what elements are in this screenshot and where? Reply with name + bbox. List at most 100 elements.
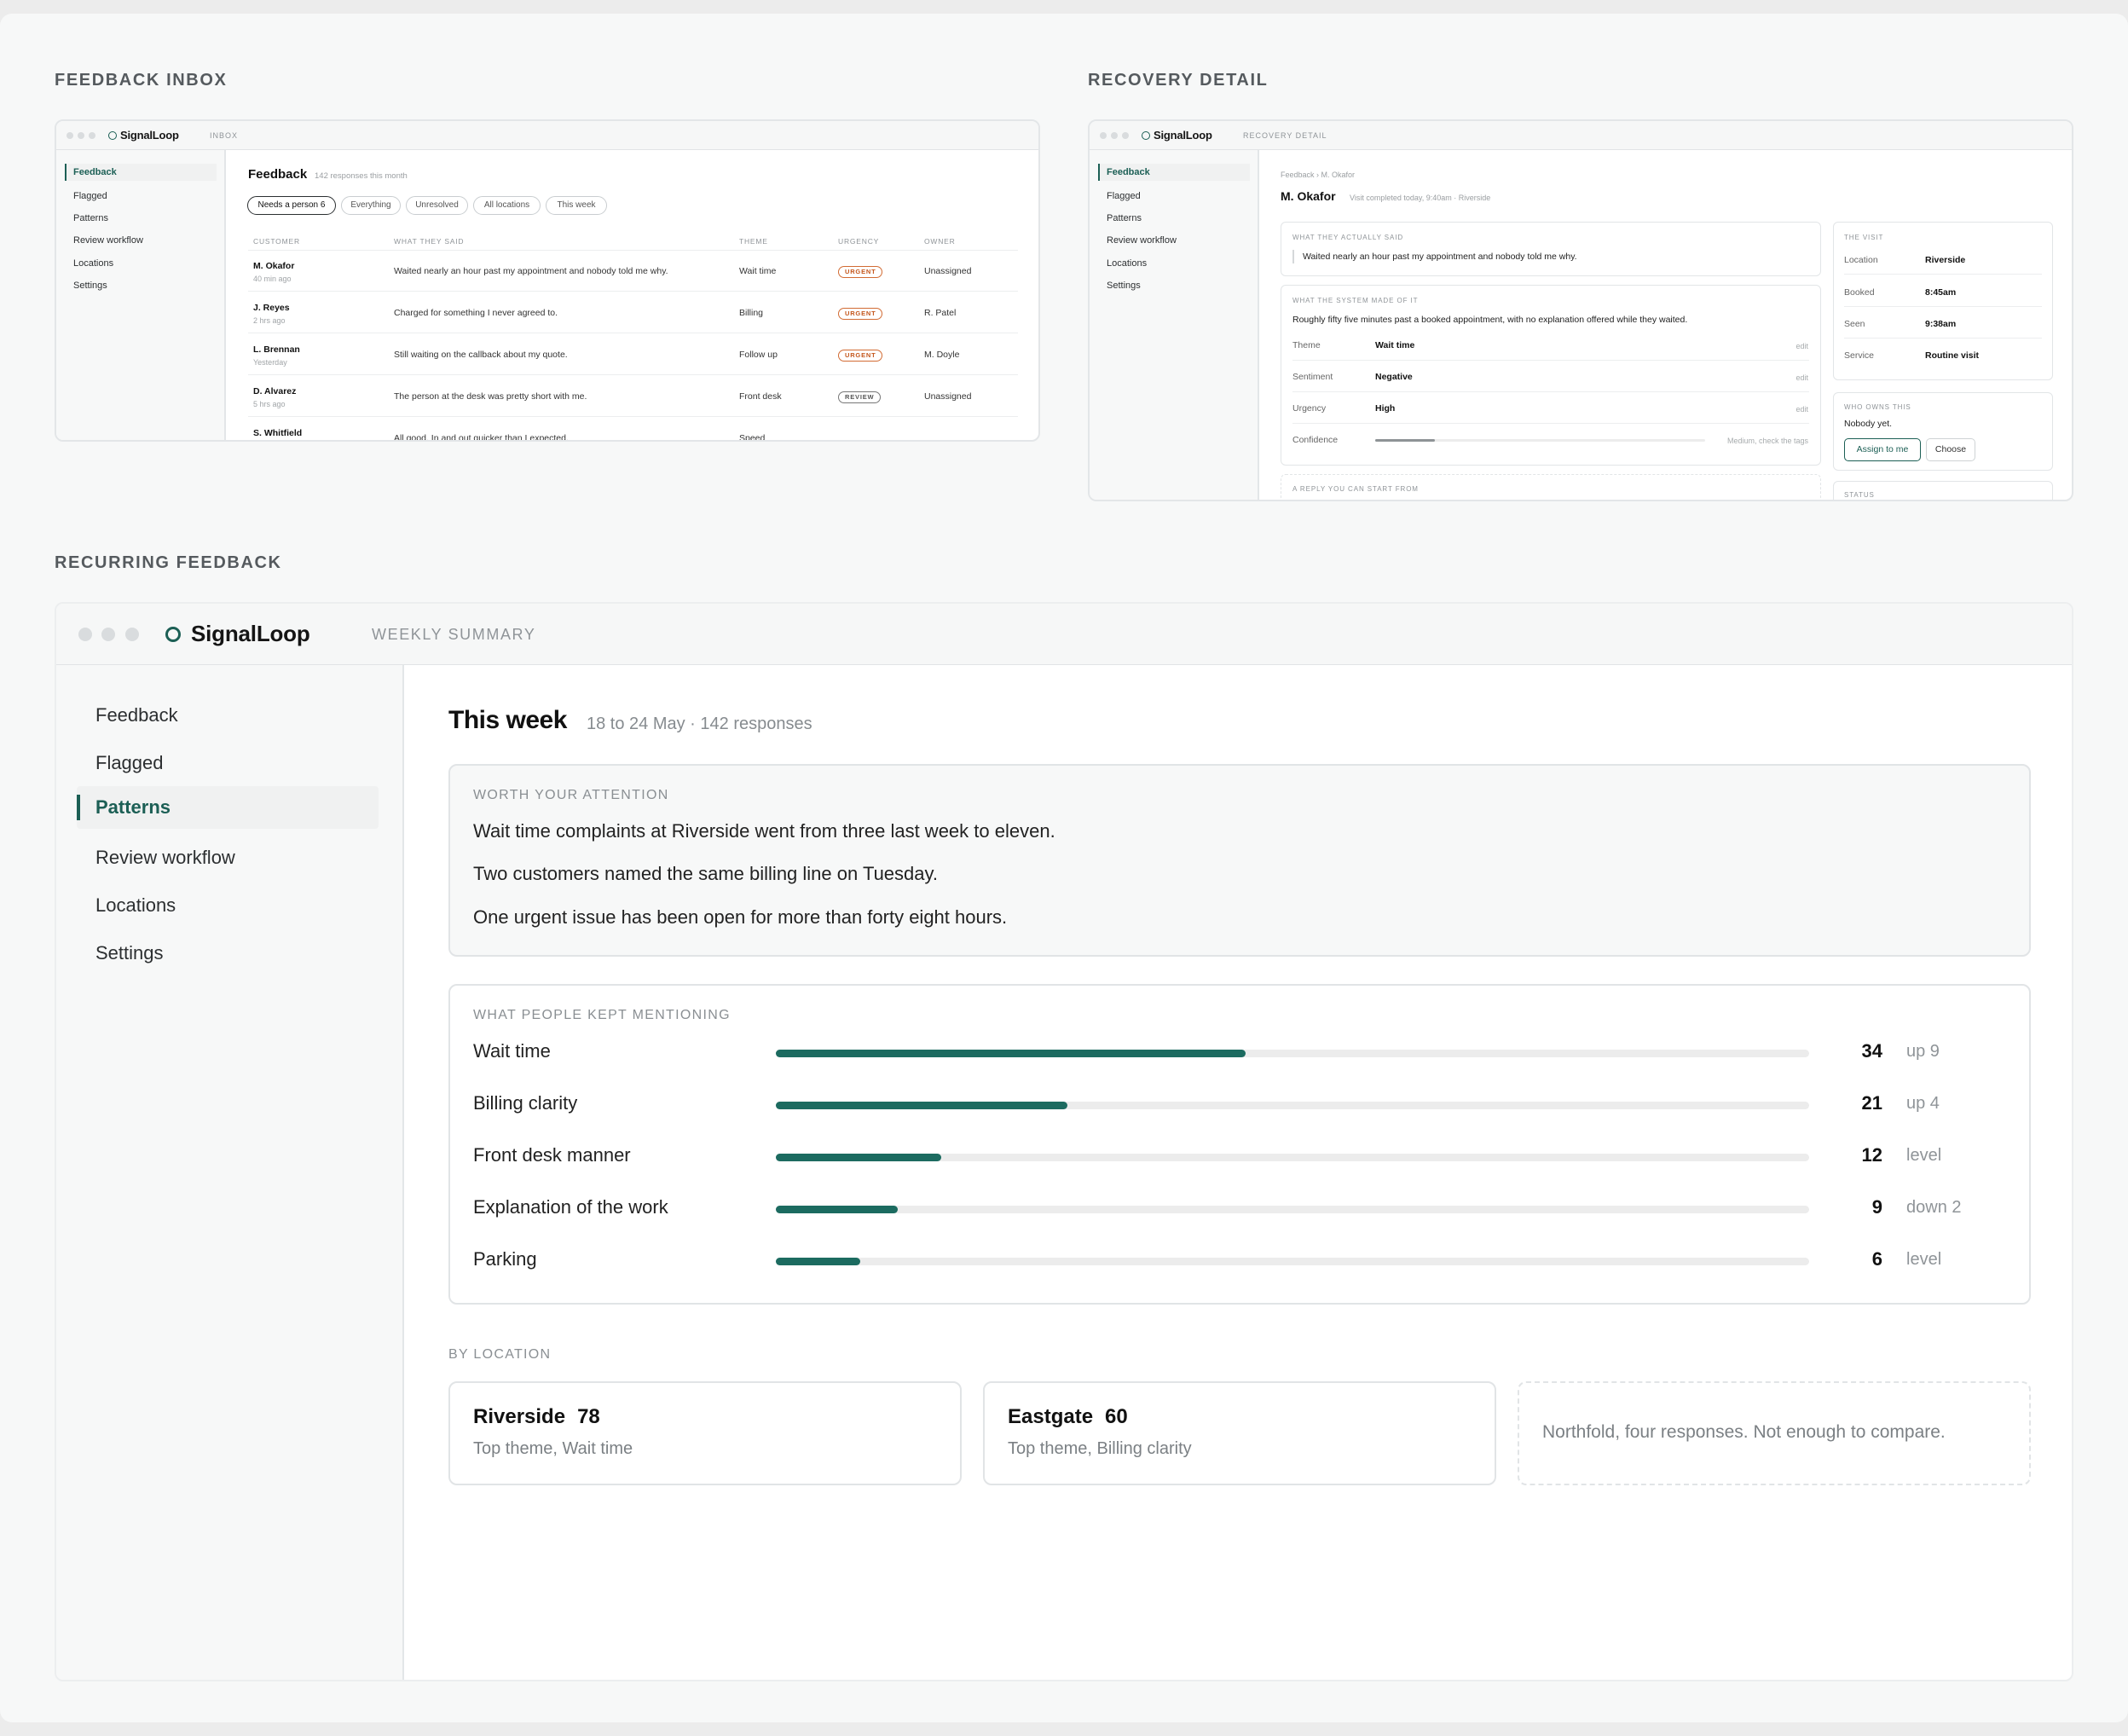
nav-settings[interactable]: Settings xyxy=(95,942,164,963)
theme-delta: up 9 xyxy=(1906,1042,1940,1061)
nav-patterns[interactable]: Patterns xyxy=(77,786,379,829)
row-theme: Front desk xyxy=(739,391,782,402)
window-crumb: INBOX xyxy=(210,131,239,140)
filter-this-week[interactable]: This week xyxy=(546,196,607,215)
field-value: High xyxy=(1375,403,1396,414)
window-dot[interactable] xyxy=(66,132,73,139)
theme-delta: up 4 xyxy=(1906,1094,1940,1113)
nav-feedback[interactable]: Feedback xyxy=(65,164,217,181)
nav-flagged[interactable]: Flagged xyxy=(73,191,107,201)
filter-needs-person[interactable]: Needs a person 6 xyxy=(247,196,336,215)
card-heading: WHAT THE SYSTEM MADE OF IT xyxy=(1292,297,1419,304)
window-dot[interactable] xyxy=(1111,132,1118,139)
visit-value: 9:38am xyxy=(1925,319,1957,329)
canvas: FEEDBACK INBOX RECOVERY DETAIL RECURRING… xyxy=(0,14,2128,1722)
column-customer[interactable]: CUSTOMER xyxy=(253,237,300,246)
said-quote: Waited nearly an hour past my appointmen… xyxy=(1292,250,1577,263)
nav-flagged[interactable]: Flagged xyxy=(95,752,164,773)
window-dot[interactable] xyxy=(125,628,139,641)
visit-label: Service xyxy=(1844,350,1875,361)
nav-settings[interactable]: Settings xyxy=(73,281,107,291)
nav-label: Patterns xyxy=(95,796,171,818)
logo-icon xyxy=(1142,131,1150,140)
field-divider xyxy=(1292,423,1809,424)
urgency-badge: URGENT xyxy=(838,308,883,320)
location-label: Eastgate xyxy=(1008,1405,1094,1428)
window-dot[interactable] xyxy=(1122,132,1129,139)
breadcrumb[interactable]: Feedback › M. Okafor xyxy=(1281,171,1356,179)
nav-locations[interactable]: Locations xyxy=(1107,258,1148,269)
edit-link[interactable]: edit xyxy=(1796,373,1808,382)
inbox-window: SignalLoop INBOX Feedback Flagged Patter… xyxy=(55,119,1040,442)
visit-divider xyxy=(1844,306,2042,307)
location-label: Riverside xyxy=(473,1405,566,1428)
theme-track xyxy=(776,1154,1809,1161)
window-dot[interactable] xyxy=(1100,132,1107,139)
location-card-northfold: Northfold, four responses. Not enough to… xyxy=(1518,1381,2031,1485)
nav-label: Feedback xyxy=(73,167,117,177)
urgency-badge: REVIEW xyxy=(838,391,882,403)
window-dot[interactable] xyxy=(78,132,84,139)
edit-link[interactable]: edit xyxy=(1796,405,1808,414)
detail-titlebar: SignalLoop RECOVERY DETAIL xyxy=(1090,121,2072,150)
location-heading: BY LOCATION xyxy=(448,1347,552,1362)
row-customer: L. Brennan xyxy=(253,344,300,355)
visit-card: THE VISIT Location Riverside Booked 8:45… xyxy=(1833,222,2053,380)
attention-panel: WORTH YOUR ATTENTION Wait time complaint… xyxy=(448,764,2031,957)
row-theme: Wait time xyxy=(739,266,777,276)
nav-feedback[interactable]: Feedback xyxy=(95,704,178,726)
theme-name: Parking xyxy=(473,1248,537,1270)
nav-locations[interactable]: Locations xyxy=(73,258,114,269)
nav-patterns[interactable]: Patterns xyxy=(73,213,108,223)
card-heading: THE VISIT xyxy=(1844,234,1884,241)
weekly-sidebar: Feedback Flagged Patterns Review workflo… xyxy=(56,665,404,1680)
table-divider xyxy=(248,250,1018,251)
nav-review-workflow[interactable]: Review workflow xyxy=(1107,235,1177,246)
mentions-panel: WHAT PEOPLE KEPT MENTIONING Wait time 34… xyxy=(448,984,2031,1305)
nav-review-workflow[interactable]: Review workflow xyxy=(95,847,235,868)
location-count: 78 xyxy=(577,1405,600,1428)
row-divider xyxy=(248,374,1018,375)
nav-flagged[interactable]: Flagged xyxy=(1107,191,1141,201)
column-theme[interactable]: THEME xyxy=(739,237,768,246)
weekly-titlebar: SignalLoop WEEKLY SUMMARY xyxy=(56,604,2072,665)
card-heading: WHAT THEY ACTUALLY SAID xyxy=(1292,234,1404,241)
window-dot[interactable] xyxy=(101,628,115,641)
theme-count: 34 xyxy=(1861,1040,1882,1062)
filter-all-locations[interactable]: All locations xyxy=(473,196,541,215)
row-customer: J. Reyes xyxy=(253,303,290,313)
window-dot[interactable] xyxy=(89,132,95,139)
column-owner[interactable]: OWNER xyxy=(924,237,956,246)
owner-text: Nobody yet. xyxy=(1844,419,1893,429)
nav-settings[interactable]: Settings xyxy=(1107,281,1141,291)
brand-name: SignalLoop xyxy=(120,129,179,142)
location-card-eastgate[interactable]: Eastgate 60 Top theme, Billing clarity xyxy=(983,1381,1496,1485)
location-card-riverside[interactable]: Riverside 78 Top theme, Wait time xyxy=(448,1381,962,1485)
column-what-they-said[interactable]: WHAT THEY SAID xyxy=(394,237,465,246)
nav-label: Feedback xyxy=(1107,167,1150,177)
location-name: Eastgate 60 xyxy=(1008,1405,1128,1429)
window-dot[interactable] xyxy=(78,628,92,641)
nav-patterns[interactable]: Patterns xyxy=(1107,213,1142,223)
theme-count: 21 xyxy=(1861,1092,1882,1114)
nav-locations[interactable]: Locations xyxy=(95,894,176,916)
row-owner: M. Doyle xyxy=(924,350,960,360)
filter-unresolved[interactable]: Unresolved xyxy=(406,196,468,215)
nav-feedback[interactable]: Feedback xyxy=(1098,164,1250,181)
assign-to-me-button[interactable]: Assign to me xyxy=(1844,438,1921,461)
detail-sidebar: Feedback Flagged Patterns Review workflo… xyxy=(1090,150,1259,500)
customer-name: M. Okafor xyxy=(1281,189,1336,203)
field-divider xyxy=(1292,391,1809,392)
row-time: Yesterday xyxy=(253,358,287,367)
inbox-title: Feedback xyxy=(248,167,308,182)
edit-link[interactable]: edit xyxy=(1796,342,1808,350)
row-theme: Billing xyxy=(739,308,764,318)
nav-review-workflow[interactable]: Review workflow xyxy=(73,235,143,246)
choose-button[interactable]: Choose xyxy=(1926,438,1975,461)
column-urgency[interactable]: URGENCY xyxy=(838,237,880,246)
row-time: 2 hrs ago xyxy=(253,316,286,325)
location-top-theme: Top theme, Wait time xyxy=(473,1439,633,1458)
filter-everything[interactable]: Everything xyxy=(341,196,401,215)
window-crumb: WEEKLY SUMMARY xyxy=(372,626,536,643)
confidence-fill xyxy=(1375,439,1435,442)
